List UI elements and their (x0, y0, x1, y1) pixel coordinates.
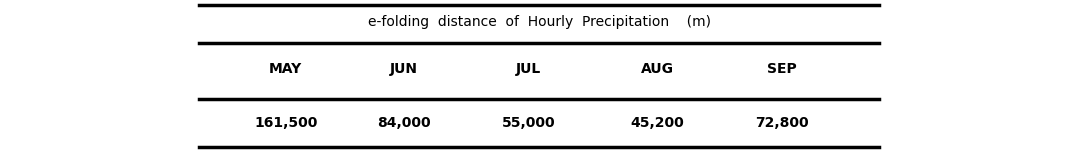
Text: SEP: SEP (766, 62, 797, 76)
Text: 72,800: 72,800 (755, 116, 808, 130)
Text: e-folding  distance  of  Hourly  Precipitation    (m): e-folding distance of Hourly Precipitati… (368, 15, 710, 29)
Text: AUG: AUG (641, 62, 674, 76)
Text: 84,000: 84,000 (377, 116, 431, 130)
Text: JUN: JUN (390, 62, 418, 76)
Text: 55,000: 55,000 (501, 116, 555, 130)
Text: MAY: MAY (270, 62, 302, 76)
Text: JUL: JUL (515, 62, 541, 76)
Text: 45,200: 45,200 (631, 116, 685, 130)
Text: 161,500: 161,500 (254, 116, 317, 130)
